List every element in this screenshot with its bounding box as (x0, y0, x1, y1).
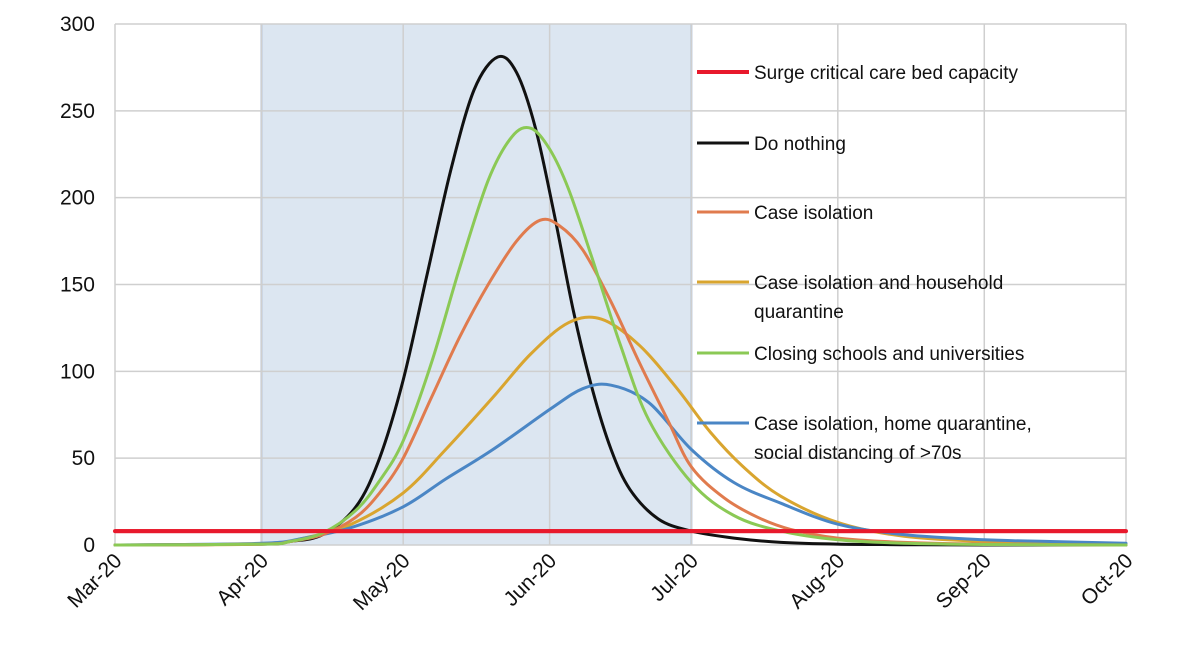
x-tick-label: Apr-20 (212, 549, 273, 610)
legend-label: Case isolation and household (754, 273, 1003, 294)
x-tick-label: Jun-20 (499, 549, 561, 611)
legend-entry: Case isolation (697, 203, 873, 224)
series-layer (113, 54, 1128, 547)
y-tick-label: 100 (60, 360, 95, 383)
x-tick-label: Oct-20 (1077, 549, 1138, 610)
x-tick-label: Mar-20 (63, 549, 126, 612)
legend-label: Closing schools and universities (754, 344, 1024, 365)
grid-layer (114, 23, 1127, 546)
y-tick-label: 250 (60, 100, 95, 123)
legend-entry: Case isolation, home quarantine, social d… (697, 414, 1032, 464)
y-tick-label: 300 (60, 13, 95, 36)
legend-label: Case isolation, home quarantine, (754, 414, 1032, 435)
x-tick-label: May-20 (349, 549, 415, 615)
legend-entry: Case isolation and household quarantine (697, 273, 1003, 323)
x-tick-label: Jul-20 (646, 549, 703, 606)
legend-entry: Surge critical care bed capacity (697, 63, 1019, 84)
series-line-do-nothing (113, 54, 1128, 547)
legend-entry: Closing schools and universities (697, 344, 1024, 365)
legend-label: Surge critical care bed capacity (754, 63, 1019, 84)
legend-entry: Do nothing (697, 134, 846, 155)
legend-label: Do nothing (754, 134, 846, 155)
legend-label: quarantine (754, 302, 844, 323)
legend-label: Case isolation (754, 203, 873, 224)
legend: Surge critical care bed capacity Do nothi… (697, 63, 1032, 464)
y-tick-label: 50 (72, 447, 95, 470)
y-tick-label: 150 (60, 274, 95, 297)
y-tick-label: 200 (60, 187, 95, 210)
legend-label: social distancing of >70s (754, 443, 962, 464)
y-tick-label: 0 (83, 534, 95, 557)
series-line-closing-schools-and-universities (113, 125, 1128, 547)
x-tick-label: Aug-20 (785, 549, 849, 613)
x-tick-label: Sep-20 (932, 549, 996, 613)
